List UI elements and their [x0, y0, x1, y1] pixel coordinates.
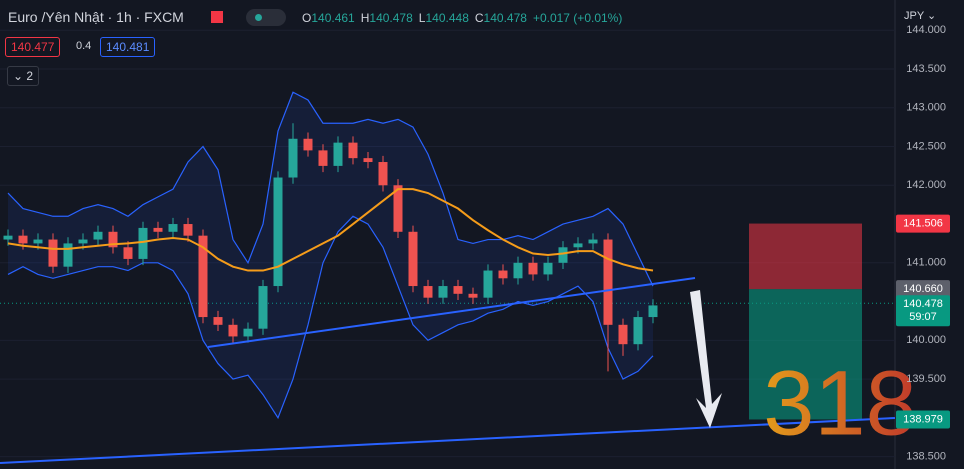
last-price-label: 140.478 — [903, 298, 943, 310]
candle-body — [543, 262, 553, 275]
candle-body — [228, 324, 238, 337]
candle-body — [393, 185, 403, 232]
stop-zone — [749, 223, 862, 290]
candle-body — [48, 239, 58, 267]
candle-body — [168, 224, 178, 232]
target-zone — [749, 289, 862, 420]
bollinger-band — [7, 215, 654, 420]
y-tick-label: 138.500 — [906, 451, 946, 463]
candle-body — [438, 286, 448, 298]
ask[interactable]: 140.481 — [100, 37, 156, 57]
candle-body — [63, 243, 73, 267]
candle-body — [183, 224, 193, 236]
y-tick-label: 141.000 — [906, 257, 946, 269]
candle-body — [528, 262, 538, 275]
candle-body — [348, 142, 358, 159]
price-label: 141.506 — [903, 217, 943, 229]
trend-line — [207, 277, 696, 348]
ohlc-item: O140.461 — [302, 11, 355, 25]
candle-body — [93, 231, 103, 240]
ohlc-key: L — [418, 11, 426, 25]
candle-body — [408, 231, 418, 287]
currency[interactable]: JPY ⌄ — [904, 10, 937, 22]
ohlc-key: C — [474, 11, 484, 25]
ohlc-item: C140.478 — [475, 11, 527, 25]
candle-body — [603, 239, 613, 325]
indicators-toggle[interactable]: ⌄ 2 — [7, 66, 40, 86]
ohlc: O140.461 H140.478 L140.448 C140.478 +0.017 (… — [302, 11, 622, 25]
bid[interactable]: 140.477 — [5, 37, 61, 57]
ohlc-item: H140.478 — [361, 11, 413, 25]
candle-body — [123, 247, 133, 259]
y-tick-label: 139.500 — [906, 373, 946, 385]
ohlc-value: 140.448 — [425, 11, 469, 25]
candle-body — [273, 177, 283, 287]
candle-body — [288, 138, 298, 178]
candle-body — [423, 286, 433, 298]
candle-body — [258, 286, 268, 329]
candle-body — [468, 293, 478, 298]
candle-body — [513, 262, 523, 279]
candle-body — [108, 231, 118, 248]
change: +0.017 (+0.01%) — [532, 11, 623, 25]
price-label: 140.660 — [903, 283, 943, 295]
status-pill[interactable] — [246, 9, 286, 26]
candle-body — [618, 324, 628, 345]
candle-body — [558, 247, 568, 263]
price-label-bg — [896, 410, 950, 429]
candle-body — [18, 235, 28, 244]
y-tick-label: 142.500 — [906, 140, 946, 152]
spread: 0.4 — [76, 40, 92, 52]
band-fill — [8, 92, 653, 418]
overlay-number: 318 — [763, 352, 917, 454]
flag[interactable] — [211, 11, 223, 23]
candle-body — [483, 270, 493, 298]
currency-label: JPY — [904, 10, 924, 22]
candle-body — [498, 270, 508, 279]
y-tick-label: 142.000 — [906, 179, 946, 191]
candle-body — [303, 138, 313, 151]
candle-body — [198, 235, 208, 318]
y-tick-label: 143.500 — [906, 63, 946, 75]
candle-body — [138, 227, 148, 259]
indicator-count: 2 — [26, 69, 34, 83]
price-label-bg — [896, 280, 950, 299]
candle-body — [453, 286, 463, 294]
candle-body — [33, 239, 43, 244]
candle-body — [3, 235, 13, 240]
last-price-bg — [896, 295, 950, 327]
moving-average — [7, 188, 654, 272]
ohlc-value: 140.478 — [483, 11, 527, 25]
candle-body — [633, 317, 643, 345]
ohlc-value: 140.461 — [311, 11, 355, 25]
candle-body — [153, 227, 163, 232]
y-tick-label: 140.000 — [906, 334, 946, 346]
candle-body — [588, 239, 598, 244]
symbol[interactable]: Euro /Yên Nhật · 1h · FXCM — [8, 9, 184, 25]
bollinger-band — [7, 91, 654, 287]
y-tick-label: 144.000 — [906, 24, 946, 36]
candle-body — [378, 162, 388, 186]
candle-body — [573, 243, 583, 248]
candle-body — [78, 239, 88, 244]
candle-body — [363, 158, 373, 163]
ohlc-key: O — [302, 11, 312, 25]
ohlc-item: L140.448 — [419, 11, 469, 25]
candle-body — [213, 317, 223, 325]
candle-body — [333, 142, 343, 166]
price-label: 138.979 — [903, 413, 943, 425]
ohlc-key: H — [360, 11, 370, 25]
ohlc-value: 140.478 — [369, 11, 413, 25]
price-label-bg — [896, 214, 950, 233]
candle-body — [243, 328, 253, 337]
candle-body — [318, 150, 328, 166]
candle-body — [648, 305, 658, 318]
y-tick-label: 143.000 — [906, 102, 946, 114]
countdown: 59:07 — [909, 311, 937, 323]
trend-line — [0, 417, 896, 464]
arrow — [690, 290, 722, 428]
